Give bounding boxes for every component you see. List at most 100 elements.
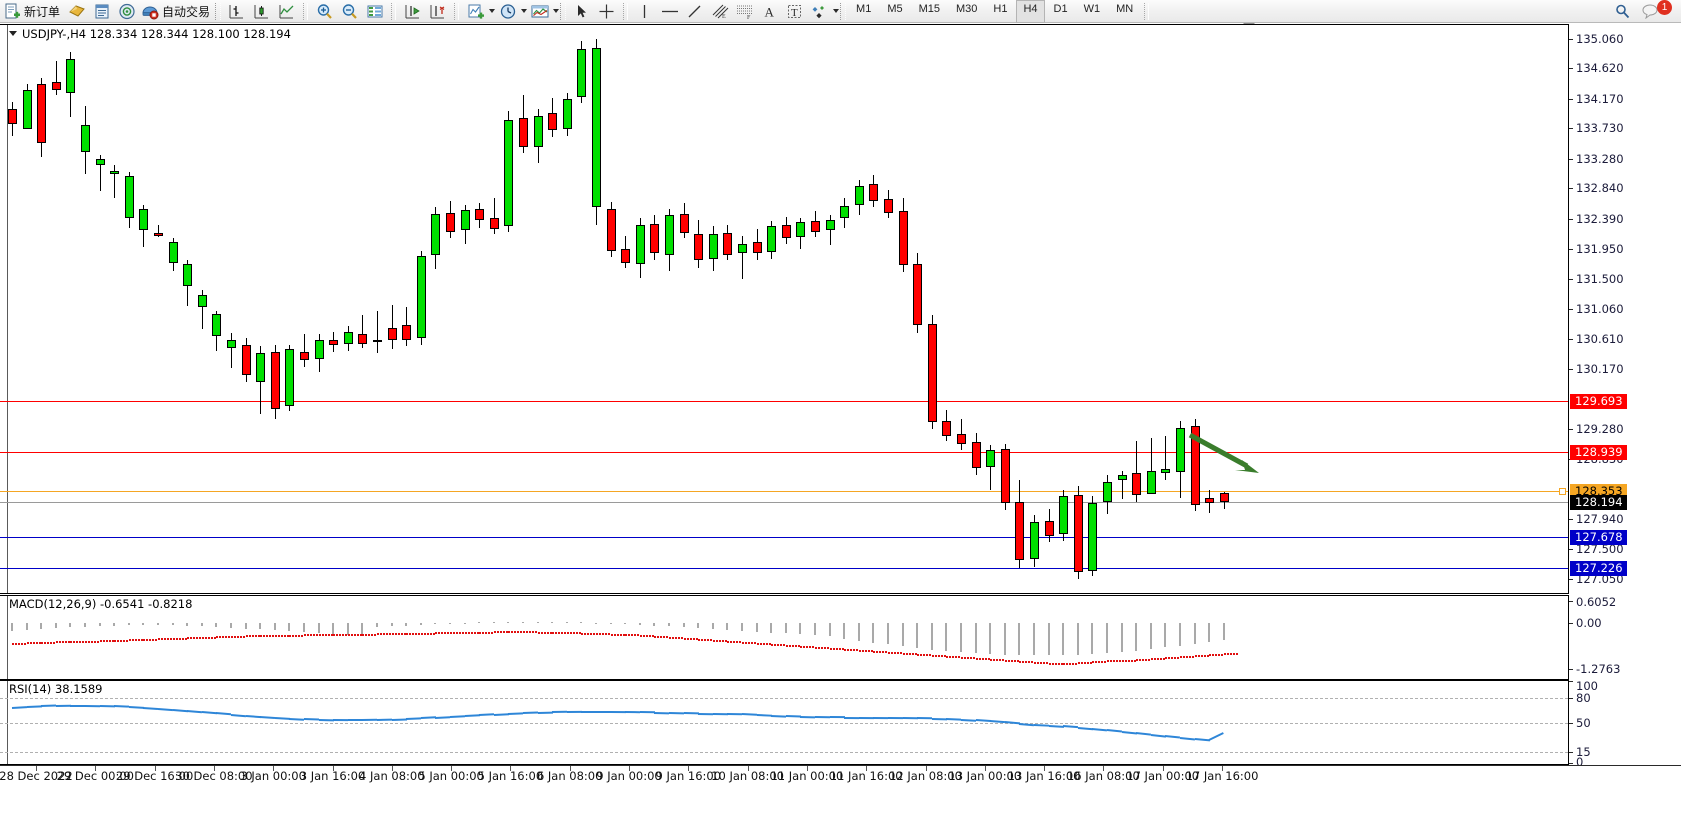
rsi-pane[interactable] [0, 680, 1568, 765]
price-pane-left-rail [0, 25, 8, 593]
candle-body [650, 223, 659, 254]
time-tick-mark [629, 766, 630, 771]
shapes-dropdown-arrow[interactable] [833, 9, 840, 13]
macd-signal-point [269, 635, 272, 638]
macd-plot[interactable] [0, 596, 1568, 679]
price-tick-label: 133.730 [1576, 121, 1624, 136]
timeframe-d1[interactable]: D1 [1053, 2, 1068, 15]
chart-menu-caret-icon[interactable] [9, 31, 17, 36]
zoom-out-button[interactable] [337, 1, 362, 22]
rsi-axis[interactable]: 100 80 50 15 0 [1568, 679, 1681, 769]
timeframe-mn[interactable]: MN [1116, 2, 1134, 15]
support-lower-price-badge[interactable]: 127.226 [1570, 560, 1627, 576]
line-chart-button[interactable] [274, 1, 299, 22]
current-price-line[interactable] [0, 502, 1568, 504]
horizontal-line-button[interactable] [657, 1, 682, 22]
macd-signal-point [131, 639, 134, 642]
autotrading-button[interactable]: 自动交易 [139, 1, 214, 22]
macd-signal-point [32, 642, 35, 645]
toolbar-grip-3[interactable] [840, 2, 847, 20]
resistance-lower-price-badge[interactable]: 128.939 [1570, 444, 1627, 460]
period-button[interactable] [495, 1, 520, 22]
timeframe-h1[interactable]: H1 [993, 2, 1008, 15]
macd-signal-point [175, 637, 178, 640]
templates-button[interactable] [527, 1, 552, 22]
indicators-dropdown-arrow[interactable] [489, 9, 496, 13]
time-tick-mark [688, 766, 690, 771]
fibonacci-button[interactable]: F [732, 1, 757, 22]
macd-signal-point [1007, 660, 1010, 663]
entry-level-line[interactable] [0, 491, 1568, 493]
macd-signal-point [657, 635, 660, 638]
macd-signal-point [806, 646, 809, 649]
timeframe-m15[interactable]: M15 [918, 2, 940, 15]
macd-signal-point [780, 644, 783, 647]
macd-signal-point [642, 634, 645, 637]
equidistant-channel-button[interactable]: E [707, 1, 732, 22]
macd-histogram-bar [931, 623, 933, 650]
price-tick-label: 131.500 [1576, 271, 1624, 286]
candlestick-chart-button[interactable] [249, 1, 274, 22]
trend-arrow[interactable] [1187, 432, 1267, 477]
text-box-button[interactable]: T [782, 1, 807, 22]
rsi-tick-label: 80 [1576, 690, 1591, 705]
macd-pane[interactable] [0, 595, 1568, 680]
shapes-button[interactable] [807, 1, 832, 22]
macd-signal-point [824, 647, 826, 650]
crosshair-button[interactable] [594, 1, 619, 22]
timeframe-w1[interactable]: W1 [1083, 2, 1101, 15]
current-price-price-badge[interactable]: 128.194 [1570, 495, 1627, 511]
new-order-button[interactable]: 新订单 [2, 1, 64, 22]
price-tick-mark [1569, 158, 1573, 160]
support-line-lower[interactable] [0, 567, 1568, 569]
chart-grid-button[interactable] [362, 1, 387, 22]
vertical-line-button[interactable] [632, 1, 657, 22]
entry-level-handle[interactable] [1559, 488, 1566, 496]
chart-shift-button[interactable] [400, 1, 425, 22]
navigator-button[interactable] [114, 1, 139, 22]
toolbar-grip-1[interactable] [215, 2, 222, 20]
indicators-button[interactable] [463, 1, 488, 22]
macd-signal-point [435, 632, 438, 635]
macd-signal-point [1156, 657, 1159, 660]
search-button[interactable] [1610, 1, 1635, 22]
trendline-button[interactable] [682, 1, 707, 22]
price-plot[interactable] [0, 25, 1568, 593]
macd-axis[interactable]: 0.6052 0.00 -1.2763 [1568, 595, 1681, 680]
price-axis[interactable]: 135.060 134.620 134.170 133.730 133.280 132.8… [1568, 24, 1681, 594]
candle-body [942, 420, 951, 436]
macd-signal-point [710, 638, 713, 641]
expert-advisors-button[interactable] [64, 1, 89, 22]
macd-signal-point [1046, 662, 1048, 665]
resistance-upper-price-badge[interactable]: 129.693 [1570, 393, 1627, 409]
auto-scroll-button[interactable] [425, 1, 450, 22]
chart-area[interactable]: 135.060 134.620 134.170 133.730 133.280 132.8… [0, 23, 1681, 824]
toolbar-grip-2[interactable] [560, 2, 567, 20]
time-axis[interactable]: 28 Dec 2022 29 Dec 00:00 29 Dec 16:00 30 De… [0, 765, 1681, 787]
notification-button[interactable]: 1 [1641, 0, 1672, 22]
macd-signal-point [996, 659, 999, 662]
macd-signal-point [243, 635, 245, 638]
timeframe-m5[interactable]: M5 [887, 2, 903, 15]
timeframe-h4[interactable]: H4 [1016, 0, 1045, 23]
timeframe-m1[interactable]: M1 [856, 2, 872, 15]
text-label-button[interactable]: A [757, 1, 782, 22]
resistance-line-upper[interactable] [0, 400, 1568, 402]
zoom-in-button[interactable] [312, 1, 337, 22]
resistance-line-lower[interactable] [0, 451, 1568, 453]
macd-signal-point [240, 635, 242, 638]
rsi-plot[interactable] [0, 681, 1568, 764]
support-upper-price-badge[interactable]: 127.678 [1570, 530, 1627, 546]
macd-histogram-bar [128, 623, 130, 626]
rsi-line-segment [493, 712, 509, 716]
bar-chart-button[interactable] [224, 1, 249, 22]
macd-signal-point [718, 639, 721, 642]
price-pane[interactable] [0, 24, 1568, 594]
data-window-button[interactable] [89, 1, 114, 22]
templates-dropdown-arrow[interactable] [553, 9, 560, 13]
timeframe-m30[interactable]: M30 [956, 2, 978, 15]
cursor-button[interactable] [569, 1, 594, 22]
support-line-upper[interactable] [0, 537, 1568, 539]
notification-count-badge: 1 [1657, 0, 1672, 15]
period-dropdown-arrow[interactable] [521, 9, 528, 13]
